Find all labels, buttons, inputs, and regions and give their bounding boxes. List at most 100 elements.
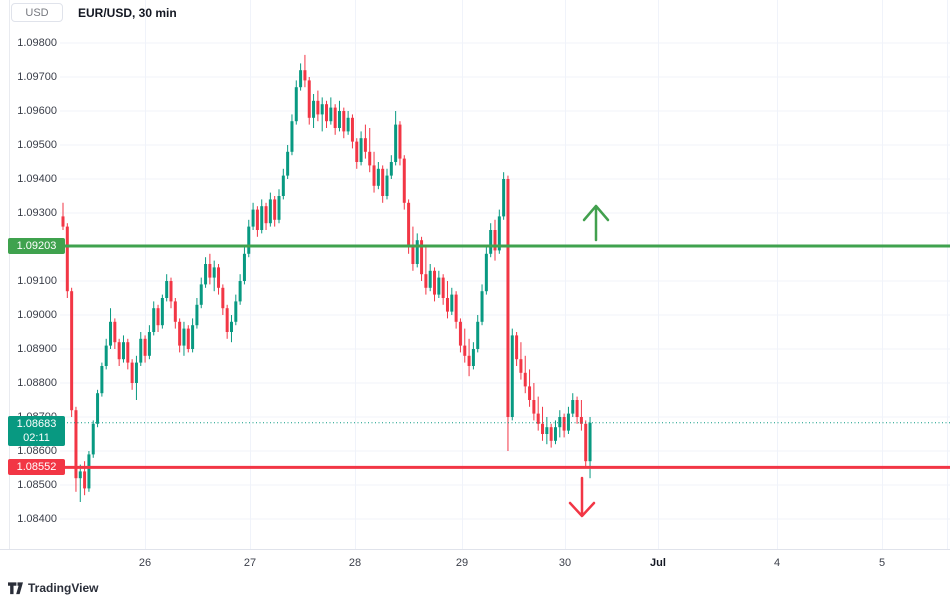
candle-body [277,196,281,220]
bar-countdown: 02:11 [23,432,50,444]
candle-body [333,107,337,128]
candle-body [411,247,415,264]
candle-body [303,70,307,81]
candle-body [152,308,156,332]
time-tick: 30 [558,557,572,569]
candle-body [316,100,320,115]
tradingview-logo-link[interactable]: TradingView [8,581,98,595]
candle-body [506,179,510,417]
candle-body [234,301,238,322]
down-arrow-icon[interactable] [568,476,596,518]
candle-body [134,362,138,383]
candle-body [528,386,532,400]
candle-body [91,423,95,455]
candle-body [389,162,393,176]
candle-body [372,165,376,186]
last-price-label: 1.08683 02:11 [8,416,65,446]
candle-body [549,427,553,441]
candle-body [519,359,523,373]
candle-body [109,321,113,346]
candle-body [229,321,233,332]
price-tick: 1.08900 [17,343,57,355]
candle-body [575,400,579,417]
candle-body [147,332,151,356]
candle-body [61,216,65,227]
candle-body [191,325,195,349]
price-tick: 1.09400 [17,173,57,185]
candle-body [355,141,359,162]
candle-body [424,274,428,288]
time-axis[interactable]: 26 27 28 29 30 Jul 4 5 [0,549,950,577]
candle-body [571,400,575,414]
candle-body [182,328,186,346]
support-price-label: 1.08552 [8,459,65,475]
candle-body [471,349,475,366]
time-tick: 29 [455,557,469,569]
candle-body [359,138,363,162]
candle-body [489,230,493,254]
candle-body [273,199,277,220]
candle-body [363,138,367,152]
candle-body [350,117,354,142]
candle-body [173,301,177,322]
price-tick: 1.08600 [17,445,57,457]
resistance-price-label: 1.09203 [8,238,65,254]
symbol-legend-title[interactable]: EUR/USD, 30 min [78,6,177,20]
candle-body [225,308,229,332]
candle-body [566,413,570,431]
candle-body [536,413,540,424]
candle-body [264,206,268,224]
candle-body [251,209,255,227]
candle-body [160,298,164,326]
candle-body [247,226,251,254]
last-price-value: 1.08683 [16,418,57,430]
candle-body [143,338,147,356]
candle-body [515,335,519,360]
candle-body [493,230,497,251]
candle-body [281,175,285,196]
up-arrow-icon[interactable] [582,204,610,242]
candle-body [510,335,514,417]
candle-body [584,423,588,462]
candle-body [553,427,557,441]
candle-body [398,124,402,159]
candle-body [562,417,566,431]
candle-body [178,321,182,346]
time-tick: 4 [773,557,781,569]
candle-body [415,240,419,264]
time-tick: Jul [650,557,666,569]
candle-body [329,107,333,122]
candle-body [385,175,389,196]
candle-body [532,400,536,414]
candle-body [454,294,458,322]
candle-body [312,100,316,118]
tradingview-logo-icon [8,581,23,595]
candle-body [260,206,264,230]
candle-body [186,328,190,349]
currency-selector-button[interactable]: USD [11,3,63,22]
candle-body [65,226,69,292]
candle-body [441,277,445,298]
candle-body [294,87,298,122]
price-tick: 1.09600 [17,105,57,117]
candle-body [199,284,203,305]
candle-body [420,240,424,275]
candle-body [290,121,294,152]
candle-body [579,417,583,424]
candle-body [484,253,488,292]
candle-body [212,267,216,278]
candle-body [342,111,346,132]
price-tick: 1.08800 [17,377,57,389]
candle-body [368,151,372,166]
candle-body [497,216,501,251]
candle-body [70,291,74,411]
time-tick: 5 [878,557,886,569]
candle-body [428,270,432,288]
price-tick: 1.09100 [17,275,57,287]
candle-body [467,355,471,366]
candle-body [541,423,545,434]
candle-body [238,281,242,302]
candle-body [78,471,82,479]
candle-body [87,454,91,489]
